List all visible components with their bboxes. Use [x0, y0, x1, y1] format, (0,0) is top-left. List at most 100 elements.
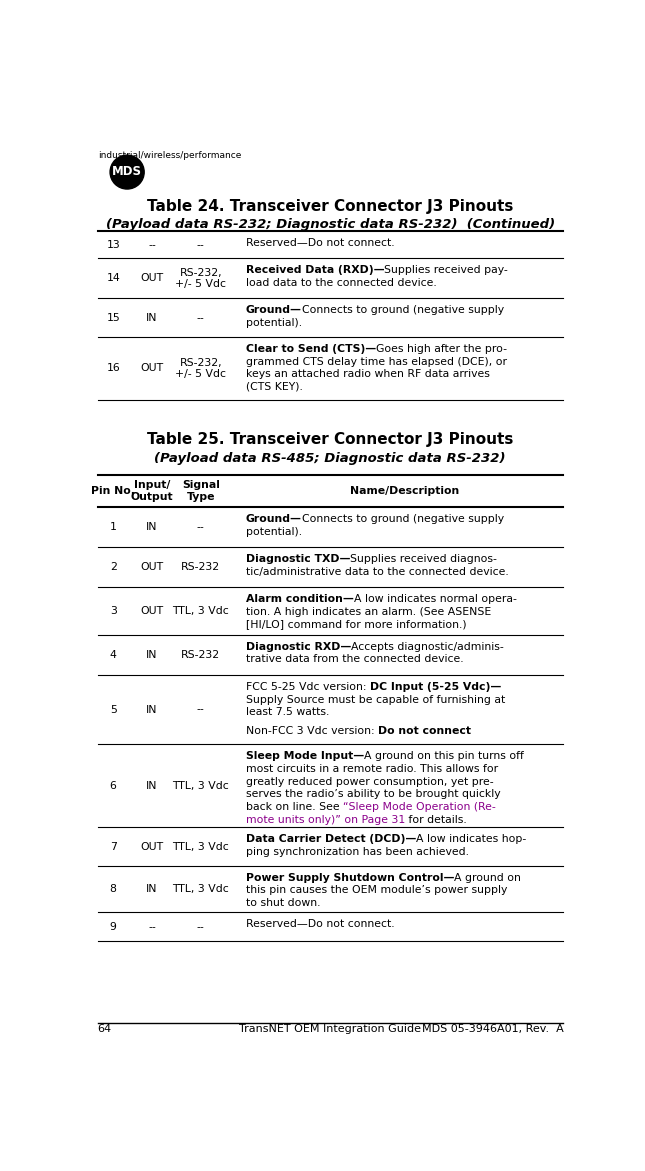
Text: RS-232,
+/- 5 Vdc: RS-232, +/- 5 Vdc: [175, 357, 226, 379]
Text: OUT: OUT: [141, 273, 163, 283]
Text: load data to the connected device.: load data to the connected device.: [246, 278, 437, 288]
Text: potential).: potential).: [246, 319, 302, 328]
Text: back on line. See: back on line. See: [246, 802, 343, 812]
Text: Do not connect: Do not connect: [378, 726, 471, 737]
Text: keys an attached radio when RF data arrives: keys an attached radio when RF data arri…: [246, 369, 490, 379]
Text: --: --: [197, 922, 204, 932]
Text: TTL, 3 Vdc: TTL, 3 Vdc: [172, 605, 229, 616]
Text: greatly reduced power consumption, yet pre-: greatly reduced power consumption, yet p…: [246, 776, 493, 787]
Text: Data Carrier Detect (DCD)—: Data Carrier Detect (DCD)—: [246, 834, 416, 844]
Text: RS-232,
+/- 5 Vdc: RS-232, +/- 5 Vdc: [175, 267, 226, 289]
Text: IN: IN: [146, 705, 157, 714]
Text: --: --: [197, 522, 204, 532]
Circle shape: [110, 155, 144, 189]
Text: 8: 8: [110, 884, 117, 893]
Text: --: --: [148, 922, 156, 932]
Text: 5: 5: [110, 705, 117, 714]
Text: OUT: OUT: [141, 562, 163, 573]
Text: 16: 16: [106, 363, 120, 374]
Text: Diagnostic TXD—: Diagnostic TXD—: [246, 554, 350, 564]
Text: Non-FCC 3 Vdc version:: Non-FCC 3 Vdc version:: [246, 726, 378, 737]
Text: Goes high after the pro-: Goes high after the pro-: [376, 344, 507, 354]
Text: Connects to ground (negative supply: Connects to ground (negative supply: [302, 306, 504, 315]
Text: Name/Description: Name/Description: [350, 486, 459, 495]
Text: 2: 2: [110, 562, 117, 573]
Text: OUT: OUT: [141, 605, 163, 616]
Text: tic/administrative data to the connected device.: tic/administrative data to the connected…: [246, 567, 508, 576]
Text: Table 24. Transceiver Connector J3 Pinouts: Table 24. Transceiver Connector J3 Pinou…: [147, 199, 513, 214]
Text: A ground on: A ground on: [454, 872, 521, 883]
Text: Signal
Type: Signal Type: [182, 480, 220, 501]
Text: Received Data (RXD)—: Received Data (RXD)—: [246, 266, 384, 275]
Text: 1: 1: [110, 522, 117, 532]
Text: potential).: potential).: [246, 527, 302, 536]
Text: MDS 05-3946A01, Rev.  A: MDS 05-3946A01, Rev. A: [422, 1023, 564, 1034]
Text: Connects to ground (negative supply: Connects to ground (negative supply: [302, 514, 504, 523]
Text: DC Input (5-25 Vdc)—: DC Input (5-25 Vdc)—: [370, 682, 501, 692]
Text: A ground on this pin turns off: A ground on this pin turns off: [364, 751, 524, 761]
Text: for details.: for details.: [405, 815, 467, 824]
Text: Clear to Send (CTS)—: Clear to Send (CTS)—: [246, 344, 376, 354]
Text: TTL, 3 Vdc: TTL, 3 Vdc: [172, 842, 229, 851]
Text: 7: 7: [110, 842, 117, 851]
Text: industrial/wireless/performance: industrial/wireless/performance: [97, 151, 241, 159]
Text: IN: IN: [146, 313, 157, 323]
Text: TTL, 3 Vdc: TTL, 3 Vdc: [172, 884, 229, 893]
Text: Alarm condition—: Alarm condition—: [246, 594, 353, 604]
Text: RS-232: RS-232: [181, 562, 221, 573]
Text: FCC 5-25 Vdc version:: FCC 5-25 Vdc version:: [246, 682, 370, 692]
Text: trative data from the connected device.: trative data from the connected device.: [246, 655, 463, 664]
Text: Accepts diagnostic/adminis-: Accepts diagnostic/adminis-: [351, 642, 504, 652]
Text: --: --: [197, 240, 204, 249]
Text: Pin No.: Pin No.: [91, 486, 135, 495]
Text: Sleep Mode Input—: Sleep Mode Input—: [246, 751, 364, 761]
Text: Power Supply Shutdown Control—: Power Supply Shutdown Control—: [246, 872, 454, 883]
Text: 14: 14: [106, 273, 120, 283]
Text: OUT: OUT: [141, 842, 163, 851]
Text: IN: IN: [146, 884, 157, 893]
Text: grammed CTS delay time has elapsed (DCE), or: grammed CTS delay time has elapsed (DCE)…: [246, 356, 507, 367]
Text: [HI/LO] command for more information.): [HI/LO] command for more information.): [246, 619, 466, 630]
Text: Input/
Output: Input/ Output: [130, 480, 174, 501]
Text: IN: IN: [146, 522, 157, 532]
Text: this pin causes the OEM module’s power supply: this pin causes the OEM module’s power s…: [246, 885, 507, 896]
Text: 9: 9: [110, 922, 117, 932]
Text: (Payload data RS-232; Diagnostic data RS-232)  (Continued): (Payload data RS-232; Diagnostic data RS…: [106, 218, 555, 232]
Text: mote units only)” on Page 31: mote units only)” on Page 31: [246, 815, 405, 824]
Text: (Payload data RS-485; Diagnostic data RS-232): (Payload data RS-485; Diagnostic data RS…: [154, 452, 506, 465]
Text: Supplies received pay-: Supplies received pay-: [384, 266, 508, 275]
Text: TransNET OEM Integration Guide: TransNET OEM Integration Guide: [239, 1023, 421, 1034]
Text: A low indicates hop-: A low indicates hop-: [416, 834, 526, 844]
Text: (CTS KEY).: (CTS KEY).: [246, 382, 303, 392]
Text: Diagnostic RXD—: Diagnostic RXD—: [246, 642, 351, 652]
Text: A low indicates normal opera-: A low indicates normal opera-: [353, 594, 517, 604]
Text: Supply Source must be capable of furnishing at: Supply Source must be capable of furnish…: [246, 694, 505, 705]
Text: 13: 13: [106, 240, 120, 249]
Text: “Sleep Mode Operation (Re-: “Sleep Mode Operation (Re-: [343, 802, 495, 812]
Text: most circuits in a remote radio. This allows for: most circuits in a remote radio. This al…: [246, 763, 498, 774]
Text: least 7.5 watts.: least 7.5 watts.: [246, 707, 329, 718]
Text: ping synchronization has been achieved.: ping synchronization has been achieved.: [246, 847, 469, 857]
Text: 4: 4: [110, 650, 117, 660]
Text: OUT: OUT: [141, 363, 163, 374]
Text: to shut down.: to shut down.: [246, 898, 320, 909]
Text: IN: IN: [146, 650, 157, 660]
Text: 15: 15: [106, 313, 120, 323]
Text: Ground—: Ground—: [246, 514, 302, 523]
Text: Ground—: Ground—: [246, 306, 302, 315]
Text: 6: 6: [110, 781, 117, 790]
Text: IN: IN: [146, 781, 157, 790]
Text: Reserved—Do not connect.: Reserved—Do not connect.: [246, 919, 394, 929]
Text: --: --: [197, 705, 204, 714]
Text: tion. A high indicates an alarm. (See ASENSE: tion. A high indicates an alarm. (See AS…: [246, 607, 491, 617]
Text: --: --: [197, 313, 204, 323]
Text: Reserved—Do not connect.: Reserved—Do not connect.: [246, 239, 394, 248]
Text: --: --: [148, 240, 156, 249]
Text: serves the radio’s ability to be brought quickly: serves the radio’s ability to be brought…: [246, 789, 501, 800]
Text: Table 25. Transceiver Connector J3 Pinouts: Table 25. Transceiver Connector J3 Pinou…: [147, 432, 513, 447]
Text: RS-232: RS-232: [181, 650, 221, 660]
Text: 3: 3: [110, 605, 117, 616]
Text: TTL, 3 Vdc: TTL, 3 Vdc: [172, 781, 229, 790]
Text: Supplies received diagnos-: Supplies received diagnos-: [350, 554, 497, 564]
Text: 64: 64: [97, 1023, 112, 1034]
